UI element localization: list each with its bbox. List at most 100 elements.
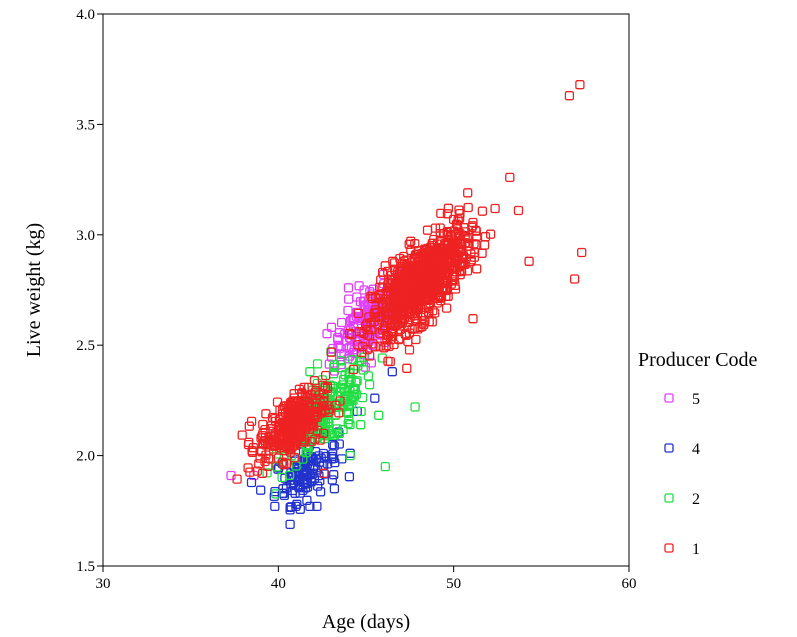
data-point-producer-4 — [314, 451, 324, 461]
legend-title: Producer Code — [638, 349, 758, 371]
data-point-producer-1 — [379, 343, 389, 353]
y-tick-label: 2.5 — [76, 338, 95, 354]
data-point-producer-1 — [462, 233, 472, 244]
data-point-producer-1 — [436, 293, 446, 303]
data-point-producer-4 — [329, 484, 340, 494]
data-point-producer-1 — [374, 290, 384, 301]
data-point-producer-2 — [343, 408, 354, 419]
data-point-producer-1 — [389, 339, 399, 350]
axes-layer — [102, 13, 630, 567]
data-point-producer-1 — [477, 206, 488, 216]
legend-label: 4 — [692, 441, 700, 458]
data-point-producer-4 — [318, 448, 329, 459]
data-point-producer-2 — [284, 470, 295, 481]
data-point-producer-1 — [297, 406, 307, 417]
data-point-producer-1 — [443, 203, 454, 213]
data-point-producer-1 — [285, 412, 296, 423]
data-point-producer-1 — [396, 273, 406, 284]
data-point-producer-1 — [422, 225, 433, 235]
y-tick-label: 3.0 — [76, 228, 95, 244]
data-point-producer-2 — [357, 392, 368, 403]
data-point-producer-1 — [258, 428, 268, 438]
data-point-producer-1 — [409, 296, 419, 306]
data-point-producer-1 — [402, 363, 412, 373]
data-point-producer-4 — [295, 488, 305, 498]
data-point-producer-5 — [333, 332, 343, 343]
data-point-producer-1 — [450, 280, 460, 291]
data-point-producer-1 — [321, 370, 331, 381]
data-point-producer-1 — [405, 312, 415, 322]
legend-swatch — [664, 393, 674, 403]
data-point-producer-1 — [425, 298, 436, 308]
data-point-producer-2 — [345, 419, 355, 430]
data-point-producer-1 — [575, 80, 585, 90]
data-point-producer-1 — [430, 293, 440, 303]
data-point-producer-2 — [272, 462, 282, 472]
data-point-producer-1 — [505, 172, 515, 183]
data-point-producer-1 — [426, 251, 436, 261]
data-point-producer-1 — [454, 213, 465, 223]
data-point-producer-1 — [440, 259, 450, 269]
data-point-producer-4 — [329, 441, 339, 451]
data-point-producer-2 — [356, 420, 366, 430]
data-point-producer-1 — [299, 382, 309, 393]
data-point-producer-1 — [513, 205, 524, 216]
data-point-producer-1 — [448, 242, 458, 252]
data-point-producer-1 — [453, 255, 463, 266]
ticks-layer: 30 40 50 60 1.5 2.0 2.5 3.0 3.5 4.0 — [76, 7, 636, 592]
x-tick-label: 30 — [96, 576, 111, 592]
data-point-producer-1 — [404, 345, 415, 355]
data-point-producer-1 — [480, 232, 491, 242]
data-point-producer-5 — [336, 317, 347, 328]
y-tick-label: 3.5 — [76, 117, 95, 133]
data-point-producer-1 — [391, 300, 402, 310]
data-point-producer-1 — [460, 231, 470, 241]
data-point-producer-4 — [334, 439, 344, 449]
data-point-producer-1 — [252, 466, 262, 476]
data-point-producer-1 — [348, 364, 359, 375]
data-point-producer-1 — [237, 430, 247, 440]
legend-item-2: 2 — [664, 491, 700, 508]
data-point-producer-4 — [300, 483, 311, 493]
legend: 5 4 2 1 — [664, 391, 700, 558]
legend-item-1: 1 — [664, 541, 700, 558]
data-point-producer-4 — [345, 448, 355, 458]
data-point-producer-2 — [312, 359, 323, 369]
data-point-producer-2 — [305, 367, 315, 377]
data-point-producer-1 — [410, 266, 420, 277]
data-point-producer-1 — [440, 284, 450, 294]
data-point-producer-1 — [254, 459, 264, 469]
data-point-producer-1 — [435, 235, 445, 245]
data-point-producer-1 — [430, 250, 441, 260]
data-point-producer-1 — [244, 421, 254, 431]
data-point-producer-4 — [316, 453, 326, 463]
data-point-producer-1 — [260, 440, 271, 450]
data-point-producer-1 — [362, 325, 372, 335]
x-tick-label: 40 — [271, 576, 286, 592]
data-point-producer-1 — [312, 402, 322, 412]
data-point-producer-1 — [378, 300, 388, 311]
data-point-producer-2 — [262, 468, 272, 478]
data-point-producer-1 — [394, 334, 404, 344]
data-point-producer-2 — [352, 376, 362, 386]
data-point-producer-2 — [348, 355, 358, 365]
data-point-producer-1 — [326, 347, 337, 357]
data-point-producer-1 — [287, 418, 297, 428]
data-point-producer-4 — [286, 502, 296, 512]
data-point-producer-1 — [424, 317, 434, 327]
data-point-producer-1 — [300, 437, 310, 447]
data-point-producer-1 — [443, 241, 453, 251]
data-point-producer-1 — [479, 240, 490, 250]
points-layer — [226, 80, 587, 530]
data-point-producer-1 — [386, 270, 397, 281]
data-point-producer-1 — [280, 420, 290, 430]
data-point-producer-1 — [409, 254, 420, 265]
legend-swatch — [664, 543, 674, 553]
data-point-producer-4 — [327, 475, 337, 485]
data-point-producer-1 — [447, 274, 458, 285]
data-point-producer-1 — [368, 339, 378, 349]
data-point-producer-1 — [302, 401, 313, 411]
data-point-producer-1 — [274, 432, 284, 442]
data-point-producer-1 — [442, 209, 453, 219]
data-point-producer-4 — [246, 477, 257, 488]
